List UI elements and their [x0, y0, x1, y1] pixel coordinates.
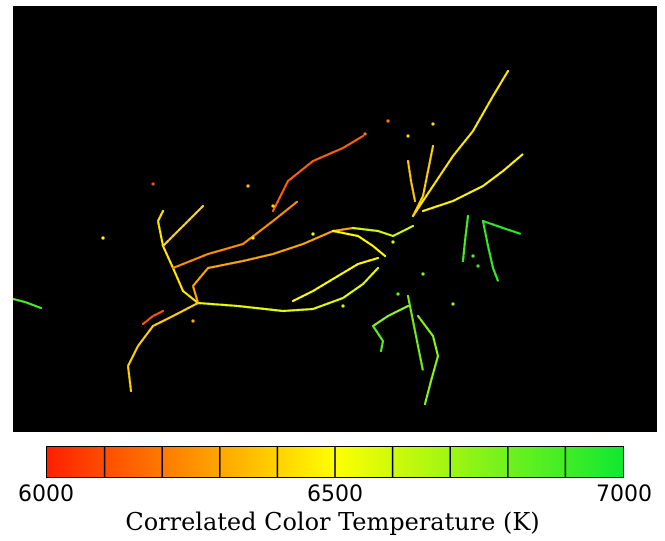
colorbar-segment [104, 447, 163, 477]
light-streak [411, 144, 435, 218]
light-dot [271, 204, 275, 208]
light-streak [271, 134, 365, 213]
light-streak [371, 324, 385, 353]
light-streak [141, 309, 165, 326]
light-streak [161, 204, 205, 248]
light-streak [481, 219, 500, 283]
colorbar [46, 446, 624, 478]
colorbar-segment [565, 447, 623, 477]
colorbar-segment [162, 447, 221, 477]
light-dot [431, 122, 435, 126]
colorbar-segment [335, 447, 394, 477]
colorbar-segment [277, 447, 336, 477]
light-streak [171, 199, 300, 270]
light-dot [386, 119, 390, 123]
light-map-panel [13, 6, 657, 432]
light-streak [196, 266, 380, 313]
light-dot [391, 240, 395, 244]
light-streaks [13, 69, 525, 406]
light-streak [191, 226, 355, 305]
colorbar-segment [392, 447, 451, 477]
light-dot [421, 272, 425, 276]
light-dot [151, 182, 155, 186]
light-dot [341, 304, 345, 308]
light-streak [416, 314, 440, 406]
light-streak [411, 69, 510, 218]
colorbar-tick-label: 7000 [596, 482, 652, 507]
light-dot [396, 292, 400, 296]
light-streak [156, 209, 200, 305]
colorbar-gradient [47, 447, 623, 477]
light-dot [471, 254, 475, 258]
colorbar-segment [219, 447, 278, 477]
light-streak [421, 152, 525, 213]
colorbar-segment [47, 447, 106, 477]
light-streak [406, 294, 425, 373]
light-streak [331, 229, 387, 258]
light-streak [291, 256, 380, 303]
light-dot [101, 236, 105, 240]
light-streak [406, 159, 417, 203]
light-streak [126, 301, 200, 393]
light-dot [251, 236, 255, 240]
light-streak [371, 304, 410, 328]
light-map-svg [13, 69, 525, 406]
light-dot [246, 184, 250, 188]
light-dot [476, 264, 480, 268]
light-streak [13, 297, 43, 310]
light-dot [406, 134, 410, 138]
colorbar-title: Correlated Color Temperature (K) [125, 508, 540, 536]
colorbar-segment [450, 447, 509, 477]
colorbar-tick-label: 6000 [18, 482, 74, 507]
colorbar-tick-label: 6500 [307, 482, 363, 507]
light-dot [311, 232, 315, 236]
light-streak [461, 214, 470, 263]
light-dot [191, 319, 195, 323]
light-streak [481, 219, 523, 236]
light-dot [363, 132, 367, 136]
light-dot [451, 302, 455, 306]
colorbar-segment [507, 447, 566, 477]
light-streak [351, 224, 415, 238]
